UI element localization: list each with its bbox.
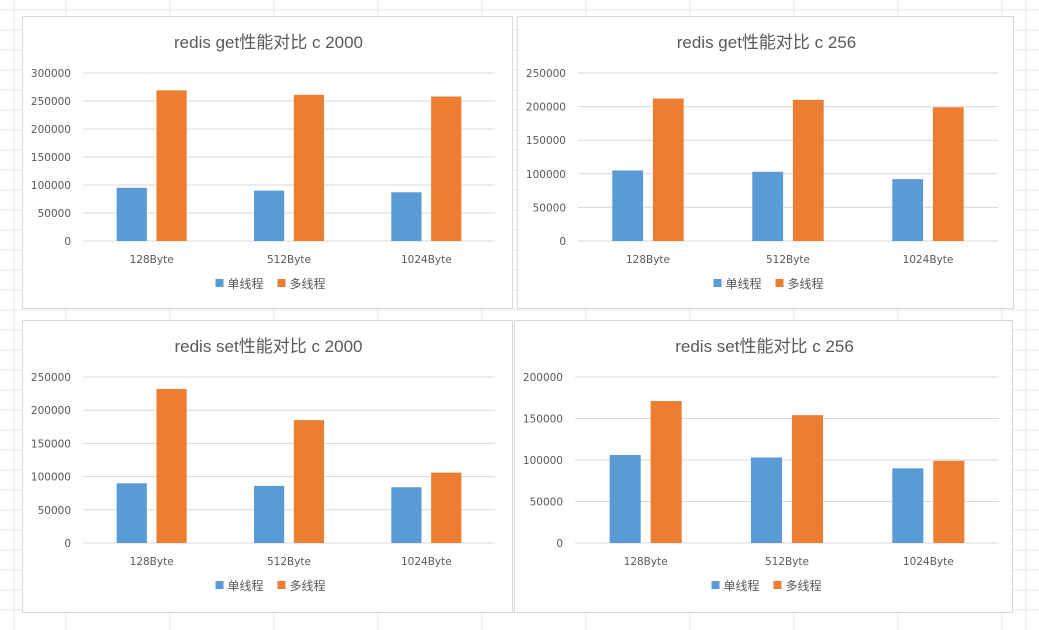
y-tick-label: 100000 (31, 472, 71, 484)
bar-multi-thread (792, 99, 824, 241)
x-category-label: 512Byte (267, 254, 311, 266)
bar-single-thread (116, 187, 147, 241)
chart-title: redis get性能对比 c 256 (677, 33, 857, 52)
y-tick-label: 150000 (523, 414, 563, 426)
chart-title: redis get性能对比 c 2000 (174, 33, 363, 52)
legend-swatch (277, 581, 286, 589)
y-tick-label: 200000 (523, 372, 563, 384)
bar-single-thread (609, 455, 641, 543)
y-tick-label: 0 (64, 538, 71, 550)
chart-set-c256[interactable]: redis set性能对比 c 256 0 50000 100000 150000 200… (514, 320, 1013, 613)
bar-single-thread (892, 468, 924, 543)
x-category-label: 512Byte (766, 254, 810, 266)
legend-label: 多线程 (290, 276, 326, 291)
y-tick-label: 100000 (526, 169, 566, 181)
legend-swatch (215, 581, 224, 589)
bar-multi-thread (650, 401, 682, 543)
bar-multi-thread (293, 420, 325, 543)
bar-single-thread (391, 487, 422, 543)
chart-svg: redis set性能对比 c 256 0 50000 100000 150000 200… (523, 337, 999, 593)
y-tick-label: 200000 (31, 124, 71, 136)
chart-svg: redis get性能对比 c 2000 0 50000 100000 150000 20… (31, 33, 495, 291)
y-tick-label: 100000 (523, 455, 563, 467)
y-tick-label: 50000 (38, 208, 71, 220)
x-category-label: 128Byte (626, 254, 670, 266)
bar-multi-thread (156, 90, 187, 241)
bar-single-thread (253, 485, 285, 543)
legend-swatch (713, 279, 722, 287)
legend-label: 单线程 (228, 276, 264, 291)
y-tick-label: 100000 (31, 180, 71, 192)
y-tick-label: 0 (559, 236, 566, 248)
bar-multi-thread (791, 415, 824, 543)
chart-set-c2000[interactable]: redis set性能对比 c 2000 0 50000 100000 150000 20… (22, 320, 513, 613)
y-tick-label: 50000 (38, 505, 71, 517)
legend-swatch (711, 581, 720, 589)
bar-single-thread (116, 483, 147, 543)
legend-label: 多线程 (290, 578, 326, 593)
bar-single-thread (391, 192, 422, 241)
y-tick-label: 250000 (31, 372, 71, 384)
y-tick-label: 200000 (526, 102, 566, 114)
y-tick-label: 150000 (31, 152, 71, 164)
y-tick-label: 50000 (530, 497, 563, 509)
bar-single-thread (752, 171, 784, 241)
bar-single-thread (612, 170, 644, 241)
legend-label: 单线程 (228, 578, 264, 593)
chart-get-c2000[interactable]: redis get性能对比 c 2000 0 50000 100000 150000 20… (22, 16, 513, 309)
x-category-label: 1024Byte (903, 254, 954, 266)
x-category-label: 1024Byte (401, 556, 452, 568)
x-category-label: 1024Byte (903, 556, 954, 568)
bar-multi-thread (431, 96, 462, 242)
legend-label: 单线程 (724, 578, 760, 593)
chart-title: redis set性能对比 c 2000 (174, 337, 362, 356)
chart-svg: redis get性能对比 c 256 0 50000 100000 150000 200… (526, 33, 998, 291)
x-category-label: 128Byte (130, 254, 174, 266)
y-tick-label: 0 (64, 236, 71, 248)
y-tick-label: 300000 (31, 68, 71, 80)
y-tick-label: 0 (556, 538, 563, 550)
bar-multi-thread (156, 388, 187, 543)
legend-swatch (215, 279, 224, 287)
bar-single-thread (750, 457, 783, 543)
x-category-label: 1024Byte (401, 254, 452, 266)
y-tick-label: 150000 (526, 135, 566, 147)
legend-swatch (773, 581, 782, 589)
legend-label: 多线程 (788, 276, 824, 291)
y-tick-label: 250000 (31, 96, 71, 108)
chart-title: redis set性能对比 c 256 (675, 337, 854, 356)
bar-multi-thread (932, 107, 964, 241)
bar-multi-thread (933, 460, 965, 543)
y-tick-label: 50000 (533, 202, 566, 214)
chart-svg: redis set性能对比 c 2000 0 50000 100000 150000 20… (31, 337, 495, 593)
bar-multi-thread (431, 472, 462, 543)
x-category-label: 128Byte (130, 556, 174, 568)
bar-single-thread (253, 190, 285, 241)
chart-get-c256[interactable]: redis get性能对比 c 256 0 50000 100000 150000 200… (517, 16, 1014, 309)
legend-swatch (277, 279, 286, 287)
x-category-label: 512Byte (267, 556, 311, 568)
x-category-label: 512Byte (765, 556, 809, 568)
bar-multi-thread (652, 98, 684, 241)
y-tick-label: 250000 (526, 68, 566, 80)
legend-swatch (775, 279, 784, 287)
y-tick-label: 150000 (31, 438, 71, 450)
bar-multi-thread (293, 94, 325, 241)
bar-single-thread (892, 179, 924, 241)
y-tick-label: 200000 (31, 405, 71, 417)
legend-label: 单线程 (726, 276, 762, 291)
legend-label: 多线程 (786, 578, 822, 593)
x-category-label: 128Byte (624, 556, 668, 568)
